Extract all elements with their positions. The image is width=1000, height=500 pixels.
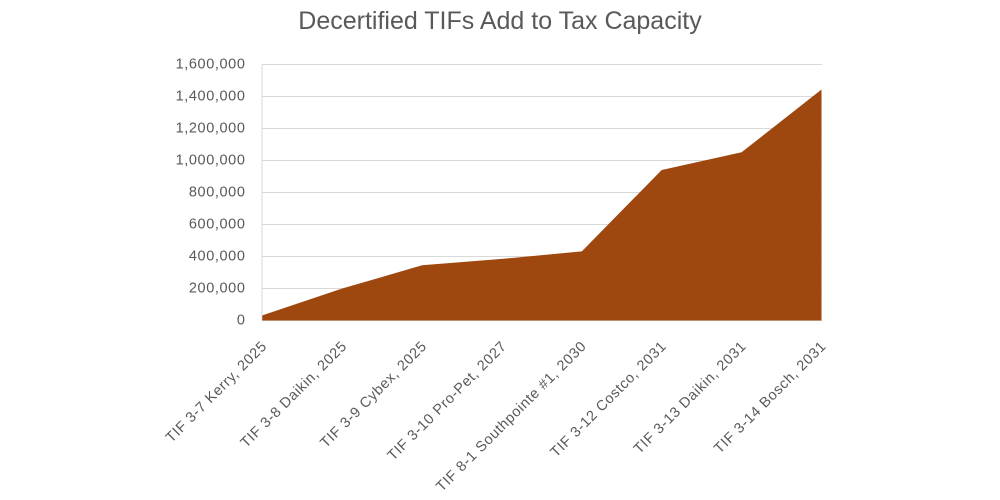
svg-text:0: 0 [237, 313, 246, 329]
svg-text:400,000: 400,000 [189, 249, 246, 265]
svg-text:600,000: 600,000 [189, 217, 246, 233]
svg-text:1,600,000: 1,600,000 [176, 57, 246, 73]
svg-text:800,000: 800,000 [189, 185, 246, 201]
svg-text:200,000: 200,000 [189, 281, 246, 297]
svg-text:Decertified TIFs Add to Tax Ca: Decertified TIFs Add to Tax Capacity [298, 7, 702, 35]
svg-text:1,000,000: 1,000,000 [176, 153, 246, 169]
svg-text:1,400,000: 1,400,000 [176, 89, 246, 105]
svg-text:1,200,000: 1,200,000 [176, 121, 246, 137]
